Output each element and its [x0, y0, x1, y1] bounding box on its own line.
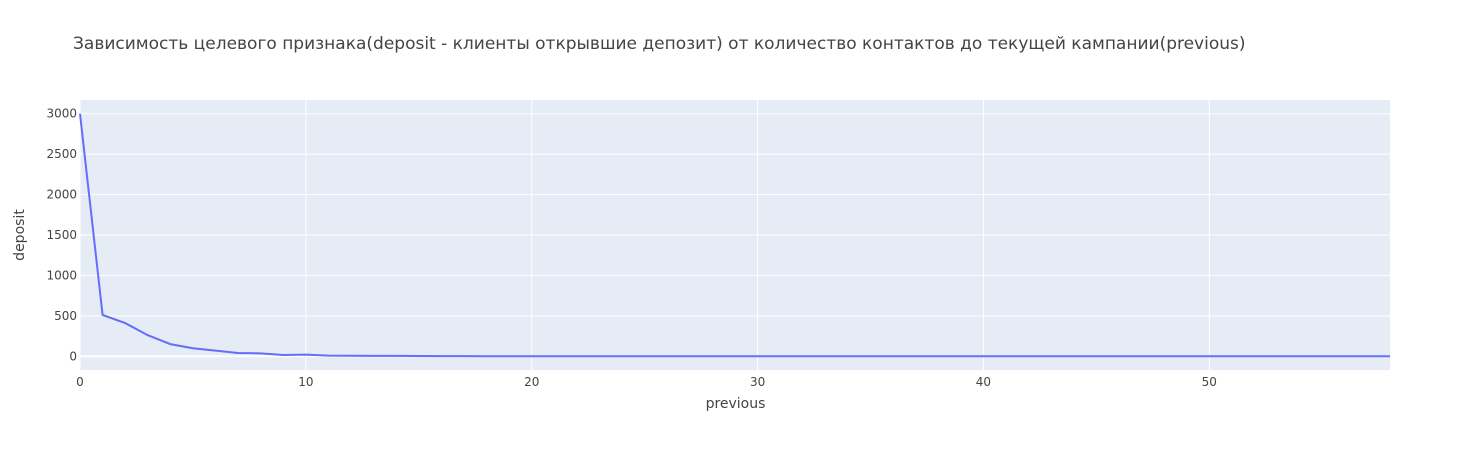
x-tick-label: 40 — [976, 375, 991, 389]
y-tick-label: 1500 — [46, 228, 77, 242]
x-axis-title-text: previous — [705, 396, 766, 412]
x-tick-label: 50 — [1202, 375, 1217, 389]
y-tick-label: 2500 — [46, 147, 77, 161]
y-axis-ticks: 0 500 1000 1500 2000 2500 3000 — [46, 107, 77, 364]
y-tick-label: 2000 — [46, 188, 77, 202]
x-axis-ticks: 0 10 20 30 40 50 — [76, 375, 1217, 389]
x-tick-label: 20 — [524, 375, 539, 389]
y-tick-label: 0 — [69, 349, 77, 363]
series-line[interactable] — [79, 113, 1390, 358]
y-tick-label: 1000 — [46, 268, 77, 282]
x-axis-title: previous — [0, 396, 1471, 412]
x-tick-label: 10 — [298, 375, 313, 389]
y-tick-label: 500 — [54, 309, 77, 323]
y-axis-title: deposit — [12, 209, 28, 261]
x-tick-label: 30 — [750, 375, 765, 389]
chart-title: Зависимость целевого признака(deposit - … — [73, 34, 1246, 54]
x-tick-label: 0 — [76, 375, 84, 389]
y-tick-label: 3000 — [46, 107, 77, 121]
